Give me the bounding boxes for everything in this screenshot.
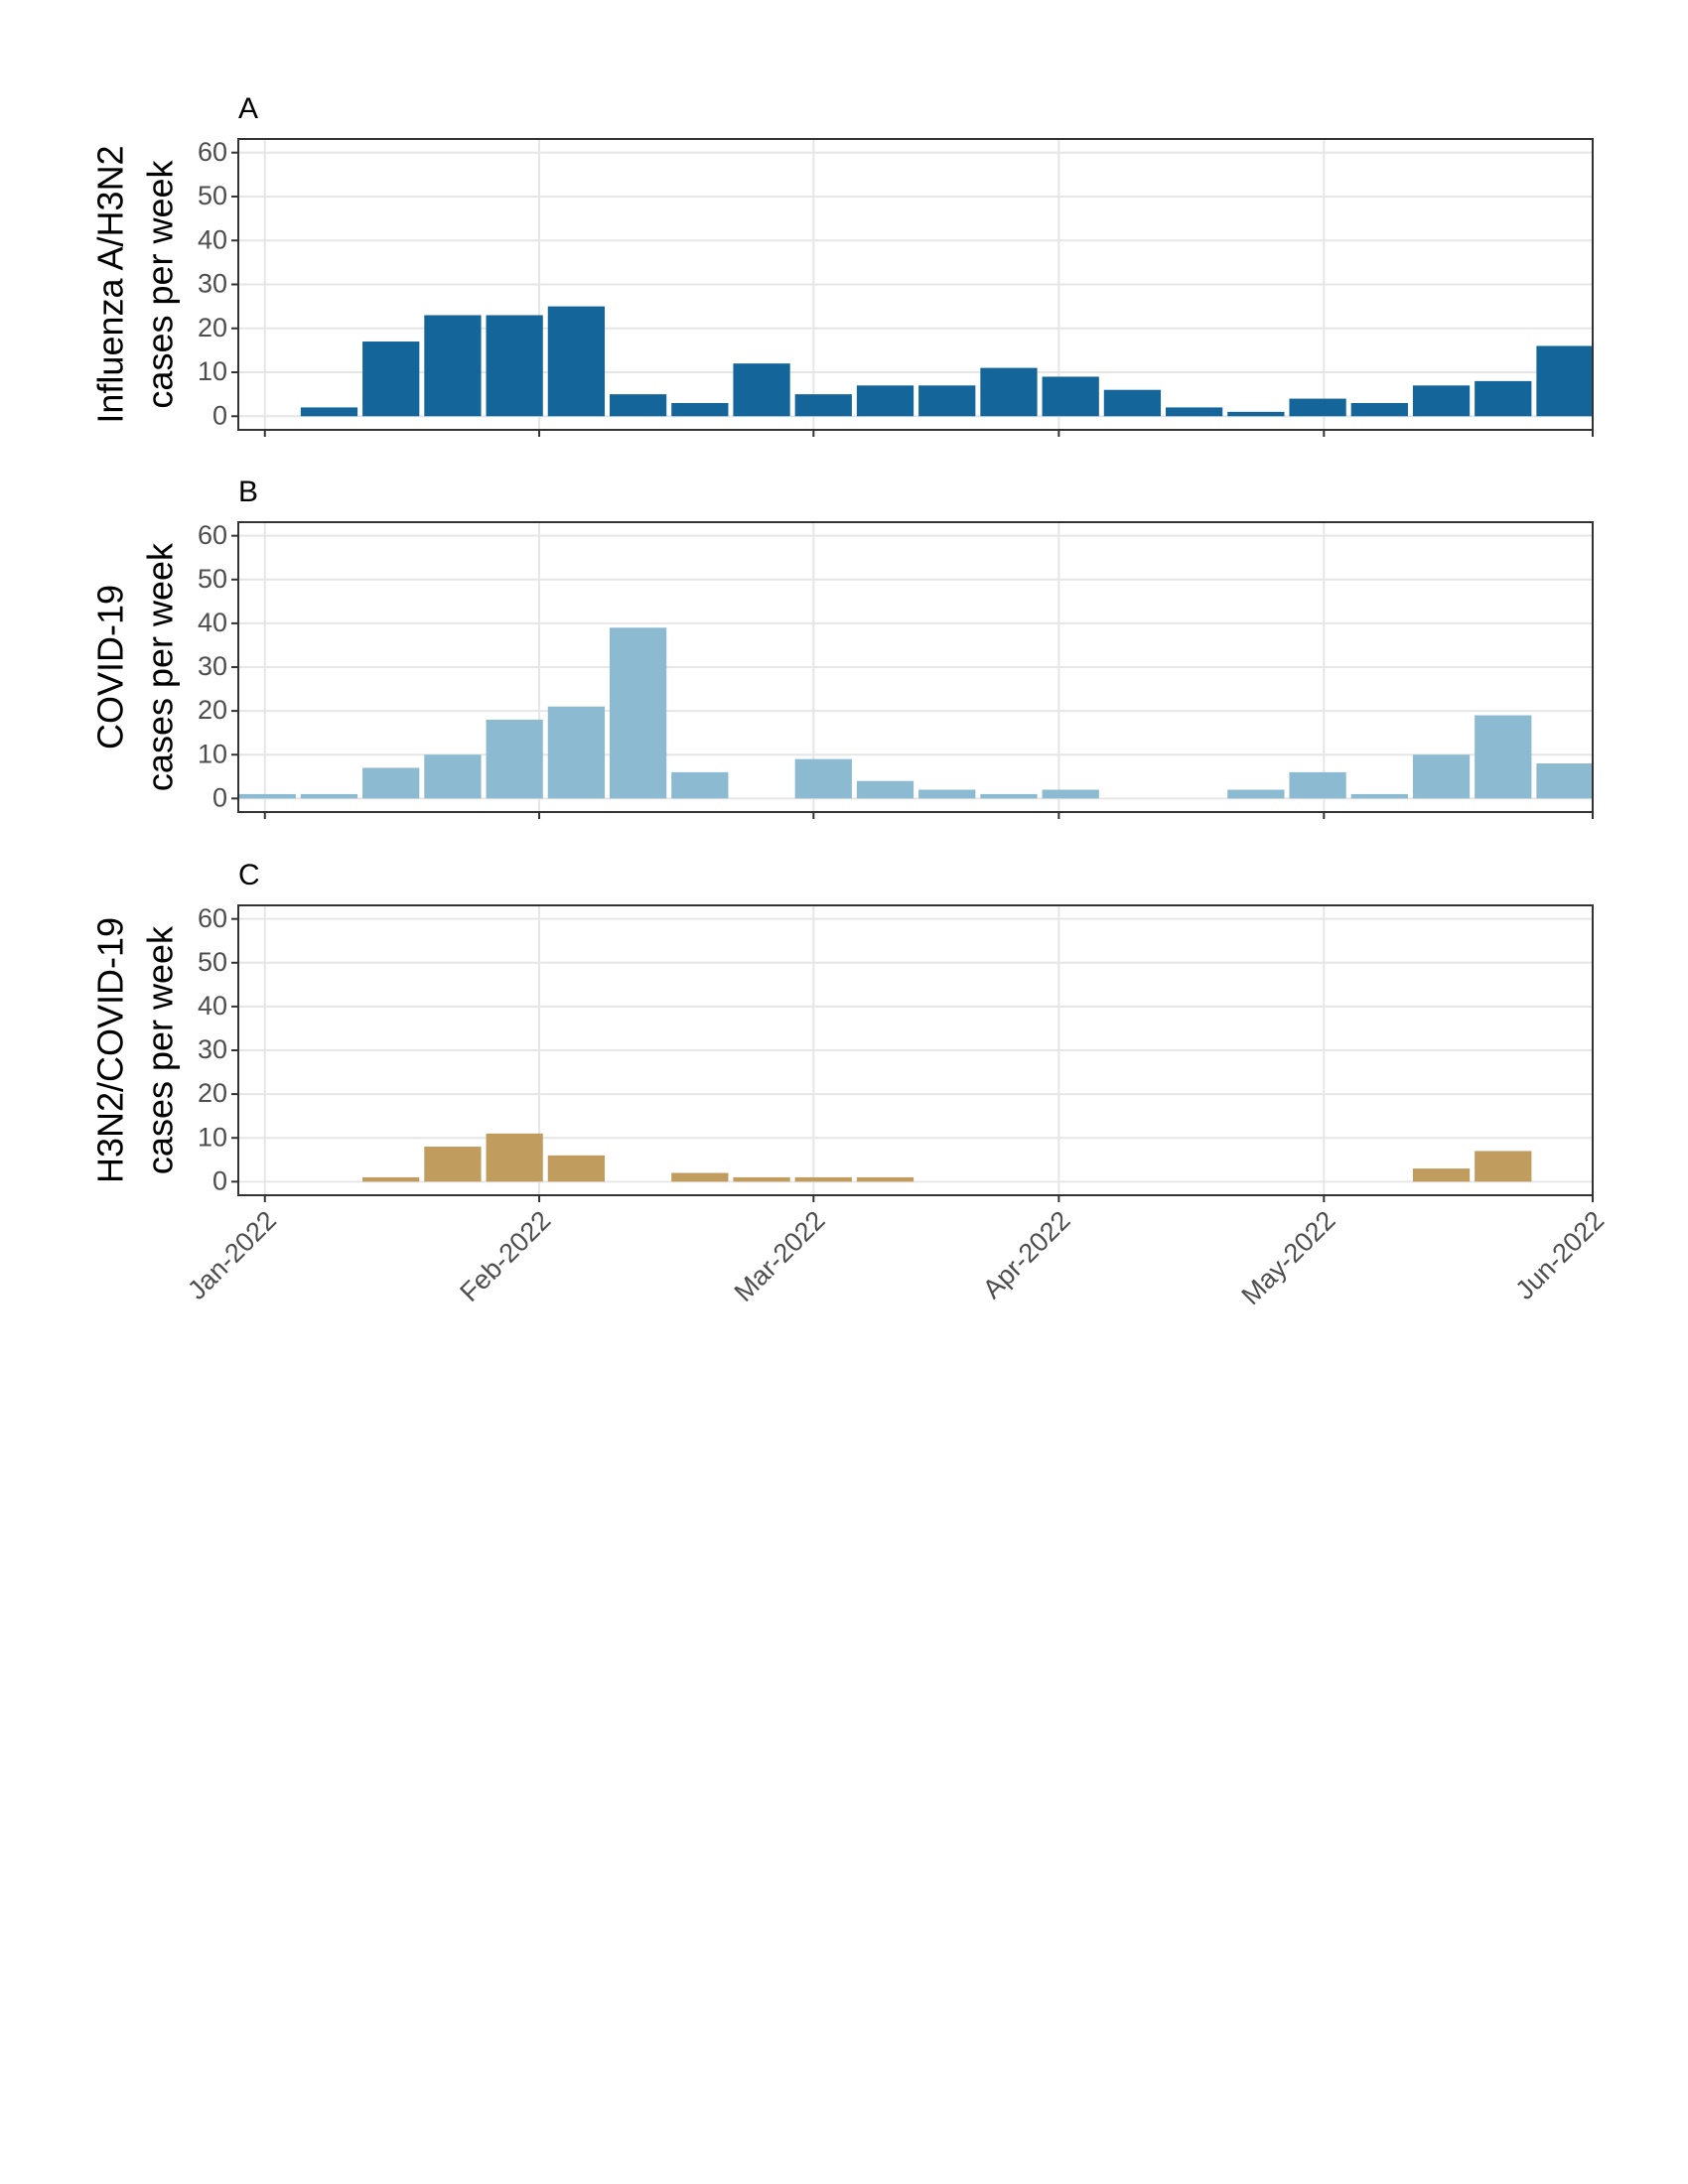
bar xyxy=(918,789,976,799)
y-tick-label: 30 xyxy=(198,651,227,681)
bar xyxy=(733,1176,790,1182)
bar xyxy=(486,719,543,799)
bar xyxy=(1536,763,1593,799)
bar xyxy=(1412,385,1471,417)
bar xyxy=(1412,1168,1471,1182)
y-tick-label: 50 xyxy=(198,181,227,210)
bar xyxy=(671,771,729,799)
bars xyxy=(362,1133,1532,1182)
y-tick-label: 0 xyxy=(212,1165,227,1195)
bar xyxy=(733,363,790,417)
bar xyxy=(671,1172,729,1182)
bar xyxy=(609,627,667,799)
bar xyxy=(1042,789,1099,799)
bar xyxy=(1227,411,1285,417)
bar xyxy=(300,793,358,799)
y-tick-label: 0 xyxy=(212,400,227,430)
y-tick-label: 60 xyxy=(198,137,227,167)
bar xyxy=(1289,771,1346,799)
bar xyxy=(609,394,667,417)
bar xyxy=(547,306,606,417)
y-axis-title: cases per week xyxy=(140,542,181,791)
bar xyxy=(362,341,420,417)
bar xyxy=(1536,345,1593,417)
y-tick-label: 10 xyxy=(198,1122,227,1152)
bar xyxy=(362,1176,420,1182)
bar xyxy=(1227,789,1285,799)
bar xyxy=(547,1155,606,1182)
bar xyxy=(794,394,852,417)
bar xyxy=(671,403,729,417)
bar xyxy=(1475,715,1532,799)
y-tick-label: 20 xyxy=(198,695,227,725)
y-axis-title: cases per week xyxy=(140,925,181,1174)
bar xyxy=(794,1176,852,1182)
y-tick-label: 40 xyxy=(198,224,227,254)
bar xyxy=(238,793,296,799)
bar xyxy=(1289,398,1346,417)
y-axis-title: cases per week xyxy=(140,159,181,408)
bar xyxy=(918,385,976,417)
bar xyxy=(547,706,606,799)
bar xyxy=(1350,403,1408,417)
bar xyxy=(424,315,482,417)
y-axis-title: COVID-19 xyxy=(90,585,131,750)
y-tick-label: 50 xyxy=(198,564,227,594)
y-tick-label: 60 xyxy=(198,520,227,550)
y-tick-label: 30 xyxy=(198,269,227,299)
bar xyxy=(1350,793,1408,799)
bar xyxy=(1166,407,1223,417)
bars xyxy=(238,627,1593,799)
bar xyxy=(1412,754,1471,799)
y-tick-label: 20 xyxy=(198,313,227,342)
panel-label: C xyxy=(238,859,260,891)
bar xyxy=(980,793,1038,799)
bar xyxy=(980,367,1038,417)
y-tick-label: 50 xyxy=(198,947,227,977)
bar xyxy=(1475,380,1532,417)
bar xyxy=(424,1147,482,1182)
y-tick-label: 0 xyxy=(212,782,227,812)
bar xyxy=(300,407,358,417)
bar xyxy=(486,315,543,417)
y-tick-label: 30 xyxy=(198,1034,227,1064)
bars xyxy=(300,306,1593,417)
y-tick-label: 40 xyxy=(198,608,227,637)
bar xyxy=(1103,389,1162,417)
y-tick-label: 20 xyxy=(198,1078,227,1108)
bar xyxy=(424,754,482,799)
y-tick-label: 10 xyxy=(198,356,227,386)
y-tick-label: 60 xyxy=(198,903,227,933)
bar xyxy=(1475,1151,1532,1182)
bar xyxy=(856,780,914,799)
bar xyxy=(856,1176,914,1182)
bar xyxy=(794,758,852,799)
y-tick-label: 40 xyxy=(198,991,227,1021)
panel-label: B xyxy=(238,476,258,508)
bar xyxy=(486,1133,543,1182)
bar xyxy=(362,767,420,799)
y-axis-title: H3N2/COVID-19 xyxy=(90,917,131,1183)
y-tick-label: 10 xyxy=(198,739,227,768)
y-axis-title: Influenza A/H3N2 xyxy=(90,145,131,423)
bar xyxy=(1042,376,1099,417)
bar xyxy=(856,385,914,417)
panel-label: A xyxy=(238,92,258,125)
